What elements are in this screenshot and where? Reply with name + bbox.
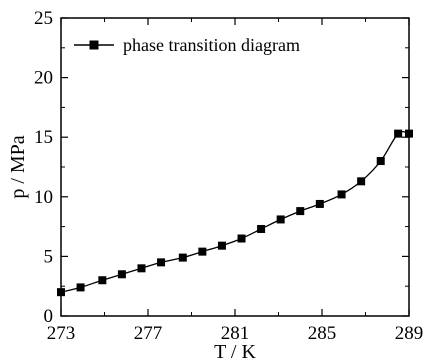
y-tick-label: 5 — [44, 246, 54, 267]
legend-marker — [89, 40, 99, 50]
x-tick-label: 277 — [134, 323, 163, 344]
labels: p / MPa T / K — [7, 135, 256, 361]
series-line — [60, 130, 410, 293]
data-point — [337, 190, 346, 199]
data-point — [376, 157, 385, 166]
data-point — [257, 224, 266, 233]
data-point — [137, 264, 146, 273]
data-point — [296, 207, 305, 216]
y-tick-label: 20 — [34, 68, 53, 89]
data-point — [405, 129, 413, 138]
legend: phase transition diagram — [74, 35, 300, 55]
data-point — [315, 199, 324, 208]
y-tick-label: 10 — [34, 187, 53, 208]
data-point — [276, 215, 285, 224]
data-point — [394, 129, 403, 138]
data-point — [98, 276, 107, 285]
x-tick-label: 281 — [221, 323, 250, 344]
data-point — [217, 241, 226, 250]
data-point — [117, 270, 126, 279]
axes: 0 5 10 15 20 25 273 277 281 285 289 — [34, 8, 423, 344]
x-tick-label: 273 — [47, 323, 76, 344]
y-tick-label: 0 — [44, 306, 54, 327]
data-point — [76, 283, 85, 292]
data-point — [57, 288, 65, 297]
legend-label: phase transition diagram — [123, 35, 300, 55]
y-axis-title: p / MPa — [7, 135, 29, 198]
data-point — [157, 258, 166, 267]
data-point — [198, 247, 207, 256]
x-tick-label: 289 — [395, 323, 424, 344]
data-point — [357, 177, 366, 186]
data-point — [178, 253, 187, 262]
data-point — [237, 234, 246, 243]
y-tick-label: 15 — [34, 127, 53, 148]
x-axis-title: T / K — [214, 341, 256, 361]
x-tick-label: 285 — [308, 323, 337, 344]
y-tick-label: 25 — [34, 8, 53, 29]
series-layer — [57, 129, 413, 297]
plot-frame — [60, 17, 410, 317]
